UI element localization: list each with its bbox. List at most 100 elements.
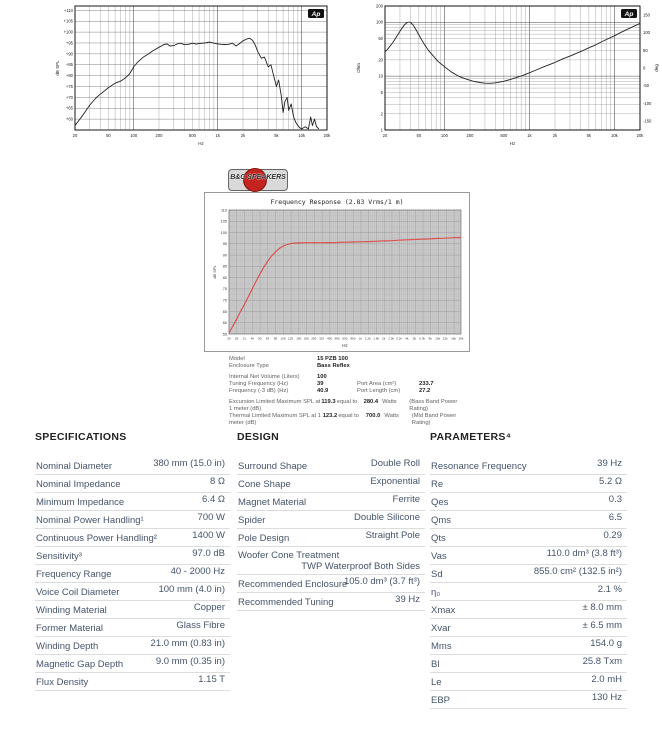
info-watts: 280.4 [363, 399, 379, 405]
svg-text:95: 95 [223, 242, 227, 246]
svg-text:10k: 10k [611, 133, 619, 138]
spl-response-chart: +60 +65 +70 +75 +80 +85 +90 +95 +100 +105 +110 20 50… [35, 2, 331, 159]
svg-text:deg: deg [654, 64, 659, 72]
svg-text:100: 100 [221, 231, 227, 235]
table-row: Qts 0.29 [430, 529, 627, 547]
row-label: Magnet Material [238, 497, 307, 508]
table-row: Sd 855.0 cm² (132.5 in²) [430, 565, 627, 583]
row-label: Flux Density [36, 677, 89, 688]
info-row: Model 15 PZB 100 [229, 356, 475, 363]
info-group-spl: Excursion Limited Maximum SPL at 1 meter… [229, 399, 475, 427]
svg-text:+100: +100 [64, 30, 74, 35]
info-group-box: Internal Net Volume (Liters) 100 Tuning … [229, 374, 475, 395]
svg-text:-50: -50 [643, 83, 650, 88]
svg-text:10k: 10k [435, 337, 440, 341]
row-value: Copper [193, 602, 225, 613]
row-value: 1.15 T [198, 674, 225, 685]
table-row: Vas 110.0 dm³ (3.8 ft³) [430, 547, 627, 565]
svg-text:+90: +90 [66, 51, 74, 56]
table-row: Qes 0.3 [430, 493, 627, 511]
svg-text:630: 630 [342, 337, 347, 341]
table-row: Woofer Cone Treatment TWP Waterproof Both… [237, 547, 425, 575]
svg-text:+105: +105 [64, 19, 74, 24]
svg-text:100: 100 [281, 337, 286, 341]
parameters-table-title: PARAMETERS⁴ [430, 431, 512, 443]
svg-text:500: 500 [335, 337, 340, 341]
table-row: Voice Coil Diameter 100 mm (4.0 in) [35, 583, 230, 601]
info-row: Thermal Limited Maximum SPL at 1 meter (… [229, 413, 475, 427]
svg-text:50: 50 [106, 133, 111, 138]
svg-text:1: 1 [381, 128, 384, 133]
svg-text:+85: +85 [66, 62, 74, 67]
info-label: Frequency (-3 dB) (Hz) [229, 388, 289, 394]
table-row: Xmax ± 8.0 mm [430, 601, 627, 619]
parameters-table: PARAMETERS⁴ Resonance Frequency 39 Hz Re 5.… [430, 431, 627, 709]
svg-text:100: 100 [441, 133, 449, 138]
row-value: Straight Pole [365, 530, 420, 541]
row-label: Recommended Tuning [238, 597, 334, 608]
svg-text:dB SPL: dB SPL [55, 60, 60, 76]
info-value: Bass Reflex [317, 363, 350, 369]
info-connector: equal to [338, 413, 359, 419]
table-row: Magnet Material Ferrite [237, 493, 425, 511]
row-value: 6.4 Ω [202, 494, 225, 505]
table-row: EBP 130 Hz [430, 691, 627, 709]
spl-chart-svg: +60 +65 +70 +75 +80 +85 +90 +95 +100 +105 +110 20 50… [55, 5, 331, 146]
design-table: DESIGN Surround Shape Double Roll Cone Sha… [237, 431, 425, 611]
svg-text:5k: 5k [587, 133, 592, 138]
row-label: Qts [431, 533, 446, 544]
row-label: Cone Shape [238, 479, 291, 490]
svg-text:Hz: Hz [510, 141, 516, 146]
row-value: 9.0 mm (0.35 in) [155, 656, 225, 667]
row-label: Sd [431, 569, 443, 580]
svg-text:75: 75 [223, 287, 227, 291]
svg-text:Ap: Ap [624, 11, 634, 18]
info-value: 123.2 [322, 413, 338, 419]
impedance-chart: 1 2 5 10 20 50 100 200 150 100 50 0 -50 -100 -150 20 50 1… [350, 2, 662, 159]
svg-text:20: 20 [227, 337, 231, 341]
svg-text:100: 100 [643, 30, 651, 35]
svg-text:-150: -150 [643, 119, 652, 124]
svg-text:+95: +95 [66, 40, 74, 45]
row-value: 380 mm (15.0 in) [153, 458, 225, 469]
info-watts-unit: Watts [382, 399, 397, 405]
simulation-chart-svg: 55 60 65 70 75 80 85 90 95 100 105 110 20 25 31 40 50 63 8… [212, 208, 464, 348]
table-row: η₀ 2.1 % [430, 583, 627, 601]
row-value: 100 mm (4.0 in) [158, 584, 225, 595]
table-row: Minimum Impedance 6.4 Ω [35, 493, 230, 511]
row-label: Winding Depth [36, 641, 99, 652]
row-label: Continuous Power Handling² [36, 533, 157, 544]
row-label: Magnetic Gap Depth [36, 659, 124, 670]
design-table-title: DESIGN [237, 431, 280, 443]
svg-text:40: 40 [251, 337, 255, 341]
table-row: Bl 25.8 Txm [430, 655, 627, 673]
table-row: Recommended Enclosure 105.0 dm³ (3.7 ft³) [237, 575, 425, 593]
info-value: 119.3 [321, 399, 336, 405]
svg-text:400: 400 [327, 337, 332, 341]
row-value: 8 Ω [209, 476, 225, 487]
svg-text:200: 200 [304, 337, 309, 341]
svg-text:31: 31 [243, 337, 247, 341]
row-value: 39 Hz [395, 594, 420, 605]
info-label: Enclosure Type [229, 363, 269, 369]
row-label: Voice Coil Diameter [36, 587, 120, 598]
row-label: Sensitivity³ [36, 551, 82, 562]
row-value: 700 W [197, 512, 225, 523]
table-row: Surround Shape Double Roll [237, 457, 425, 475]
svg-text:315: 315 [319, 337, 324, 341]
svg-text:0: 0 [643, 66, 646, 71]
row-value: 39 Hz [597, 458, 622, 469]
row-value: 2.0 mH [591, 674, 622, 685]
svg-text:4k: 4k [405, 337, 409, 341]
row-label: Spider [238, 515, 266, 526]
info-label: Tuning Frequency (Hz) [229, 381, 289, 387]
svg-text:200: 200 [156, 133, 164, 138]
info-label: Port Area (cm²) [357, 381, 397, 387]
svg-text:110: 110 [221, 208, 227, 212]
table-row: Former Material Glass Fibre [35, 619, 230, 637]
svg-text:85: 85 [223, 265, 227, 269]
info-row: Excursion Limited Maximum SPL at 1 meter… [229, 399, 475, 413]
row-label: Xmax [431, 605, 456, 616]
svg-text:20: 20 [378, 57, 383, 62]
